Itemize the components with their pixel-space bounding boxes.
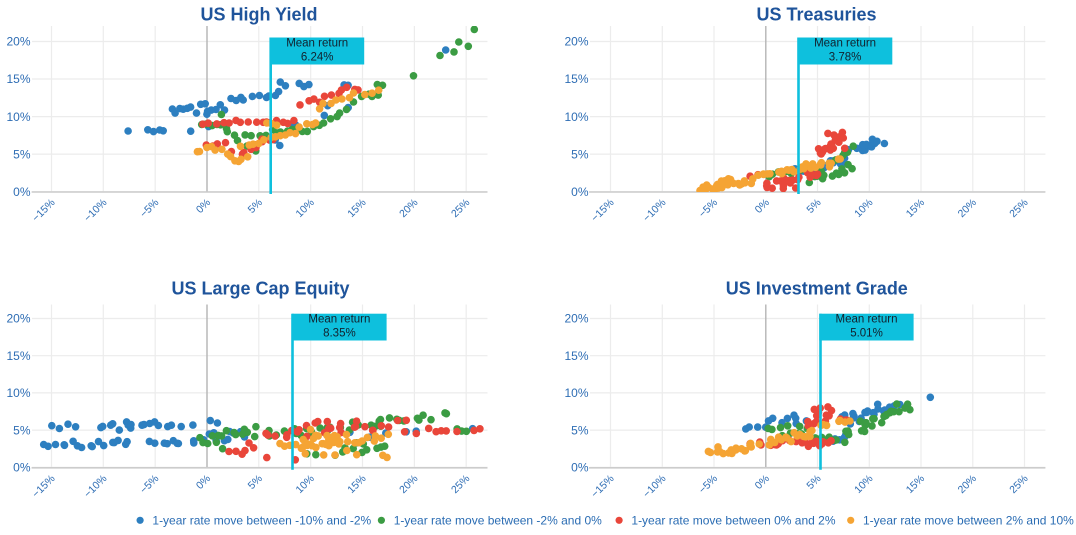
svg-text:20%: 20% xyxy=(6,312,30,326)
svg-text:1-year rate move between -2% a: 1-year rate move between -2% and 0% xyxy=(394,513,602,527)
svg-text:6.24%: 6.24% xyxy=(301,52,334,64)
svg-text:10%: 10% xyxy=(564,110,588,124)
svg-text:US Treasuries: US Treasuries xyxy=(756,5,876,25)
svg-text:Mean return: Mean return xyxy=(835,314,897,326)
svg-text:10%: 10% xyxy=(6,110,30,124)
svg-text:0%: 0% xyxy=(571,461,589,475)
svg-text:1-year rate move between -10%: 1-year rate move between -10% and -2% xyxy=(152,513,371,527)
svg-text:5.01%: 5.01% xyxy=(850,328,883,340)
svg-text:Mean return: Mean return xyxy=(308,314,370,326)
svg-text:20%: 20% xyxy=(6,35,30,49)
svg-text:15%: 15% xyxy=(564,349,588,363)
svg-text:1-year rate move between 2% an: 1-year rate move between 2% and 10% xyxy=(863,513,1074,527)
svg-text:0%: 0% xyxy=(13,461,31,475)
svg-text:Mean return: Mean return xyxy=(814,38,876,50)
svg-text:5%: 5% xyxy=(13,423,31,437)
svg-text:15%: 15% xyxy=(564,72,588,86)
svg-text:US Large Cap Equity: US Large Cap Equity xyxy=(171,279,349,299)
svg-text:15%: 15% xyxy=(6,72,30,86)
svg-text:US High Yield: US High Yield xyxy=(200,5,317,25)
svg-text:0%: 0% xyxy=(571,185,589,199)
svg-text:20%: 20% xyxy=(564,35,588,49)
svg-text:10%: 10% xyxy=(564,386,588,400)
svg-text:8.35%: 8.35% xyxy=(323,328,356,340)
svg-text:15%: 15% xyxy=(6,349,30,363)
svg-text:Mean return: Mean return xyxy=(286,38,348,50)
svg-text:5%: 5% xyxy=(571,147,589,161)
svg-text:5%: 5% xyxy=(571,423,589,437)
svg-text:0%: 0% xyxy=(13,185,31,199)
svg-text:1-year rate move between 0% an: 1-year rate move between 0% and 2% xyxy=(631,513,835,527)
svg-text:20%: 20% xyxy=(564,312,588,326)
svg-text:3.78%: 3.78% xyxy=(829,52,862,64)
svg-text:US Investment Grade: US Investment Grade xyxy=(726,279,908,299)
svg-text:5%: 5% xyxy=(13,147,31,161)
svg-text:10%: 10% xyxy=(6,386,30,400)
